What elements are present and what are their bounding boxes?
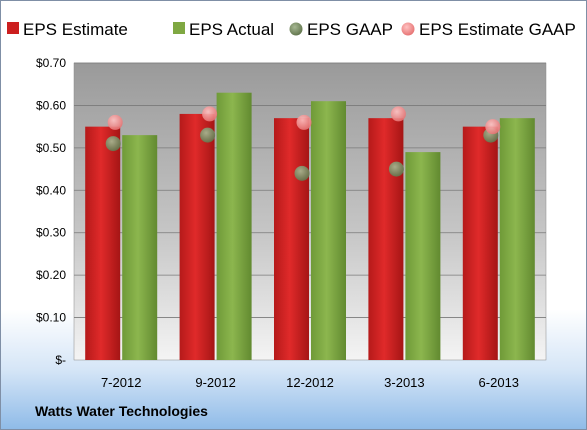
marker-series (105, 106, 501, 181)
legend-marker-eps-estimate-gaap (401, 22, 415, 36)
bar-eps-actual (216, 92, 252, 360)
y-tick-label: $0.30 (36, 226, 66, 240)
bar-eps-actual (122, 135, 158, 360)
legend-label-eps-estimate: EPS Estimate (23, 20, 128, 39)
x-tick-label: 12-2012 (286, 375, 334, 390)
legend-marker-eps-gaap (289, 22, 303, 36)
marker-eps-estimate-gaap (390, 106, 406, 122)
bar-series (85, 92, 535, 361)
bar-eps-estimate (462, 126, 498, 361)
bar-eps-actual (405, 152, 441, 360)
legend: EPS Estimate EPS Actual EPS GAAP EPS Est… (7, 20, 576, 39)
x-tick-label: 3-2013 (384, 375, 424, 390)
x-axis: 7-2012 9-2012 12-2012 3-2013 6-2013 (101, 375, 519, 390)
y-tick-label: $0.50 (36, 141, 66, 155)
marker-eps-estimate-gaap (202, 106, 218, 122)
y-axis: $- $0.10 $0.20 $0.30 $0.40 $0.50 $0.60 $0.70 (36, 56, 66, 367)
bar-eps-estimate (368, 118, 404, 361)
legend-label-eps-actual: EPS Actual (189, 20, 274, 39)
legend-label-eps-gaap: EPS GAAP (307, 20, 393, 39)
y-tick-label: $0.40 (36, 183, 66, 197)
legend-label-eps-estimate-gaap: EPS Estimate GAAP (419, 20, 576, 39)
x-tick-label: 7-2012 (101, 375, 141, 390)
legend-swatch-eps-actual (173, 22, 185, 34)
legend-swatch-eps-estimate (7, 22, 19, 34)
y-tick-label: $- (55, 353, 66, 367)
bar-eps-actual (499, 118, 535, 361)
marker-eps-gaap (294, 165, 310, 181)
y-tick-label: $0.70 (36, 56, 66, 70)
bar-eps-actual (311, 101, 346, 360)
marker-eps-estimate-gaap (107, 114, 123, 130)
bar-eps-estimate (85, 126, 121, 361)
x-tick-label: 6-2013 (479, 375, 519, 390)
marker-eps-gaap (105, 136, 121, 152)
bar-eps-estimate (274, 118, 309, 361)
marker-eps-gaap (200, 127, 216, 143)
y-tick-label: $0.60 (36, 98, 66, 112)
y-tick-label: $0.20 (36, 268, 66, 282)
marker-eps-estimate-gaap (296, 114, 312, 130)
marker-eps-estimate-gaap (485, 119, 501, 135)
bar-eps-estimate (179, 113, 215, 361)
x-tick-label: 9-2012 (195, 375, 235, 390)
company-name: Watts Water Technologies (35, 403, 208, 419)
marker-eps-gaap (388, 161, 404, 177)
y-tick-label: $0.10 (36, 311, 66, 325)
plot-area: $- $0.10 $0.20 $0.30 $0.40 $0.50 $0.60 $0.70 7-… (36, 56, 547, 390)
